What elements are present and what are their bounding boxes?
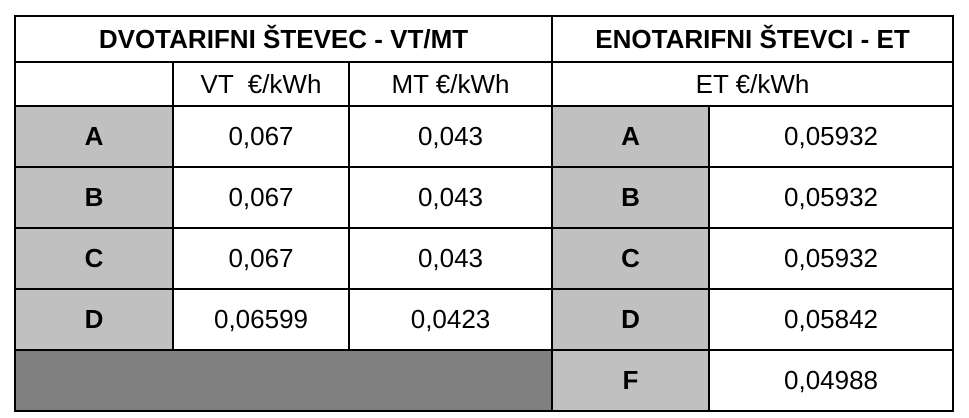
mt-price: 0,043 — [348, 166, 553, 229]
two-tariff-group-label: D — [14, 288, 174, 351]
table-row: D 0,06599 0,0423 D 0,05842 — [14, 288, 955, 351]
vt-price: 0,067 — [172, 105, 350, 168]
two-tariff-title: DVOTARIFNI ŠTEVEC - VT/MT — [14, 15, 553, 63]
et-column-header: ET €/kWh — [550, 61, 955, 107]
header-blank-cell — [14, 61, 174, 107]
header-row-units: VT €/kWh MT €/kWh ET €/kWh — [14, 61, 955, 107]
et-price: 0,04988 — [707, 349, 955, 412]
single-tariff-group-label: C — [551, 227, 710, 290]
two-tariff-group-label: C — [14, 227, 174, 290]
single-tariff-title: ENOTARIFNI ŠTEVCI - ET — [550, 15, 955, 63]
et-price: 0,05932 — [707, 105, 955, 168]
et-price: 0,05932 — [707, 227, 955, 290]
single-tariff-group-label: F — [551, 349, 710, 412]
mt-column-header: MT €/kWh — [348, 61, 553, 107]
table-row: B 0,067 0,043 B 0,05932 — [14, 166, 955, 229]
two-tariff-group-label: A — [14, 105, 174, 168]
table-row: C 0,067 0,043 C 0,05932 — [14, 227, 955, 290]
single-tariff-group-label: A — [551, 105, 710, 168]
single-tariff-group-label: D — [551, 288, 710, 351]
vt-column-header: VT €/kWh — [172, 61, 350, 107]
empty-filler-cell — [14, 349, 553, 412]
two-tariff-group-label: B — [14, 166, 174, 229]
et-price: 0,05932 — [707, 166, 955, 229]
et-price: 0,05842 — [707, 288, 955, 351]
single-tariff-group-label: B — [551, 166, 710, 229]
mt-price: 0,043 — [348, 105, 553, 168]
vt-price: 0,067 — [172, 166, 350, 229]
vt-price: 0,06599 — [172, 288, 350, 351]
header-row-titles: DVOTARIFNI ŠTEVEC - VT/MT ENOTARIFNI ŠTE… — [14, 15, 955, 63]
mt-price: 0,0423 — [348, 288, 553, 351]
tariff-table: DVOTARIFNI ŠTEVEC - VT/MT ENOTARIFNI ŠTE… — [14, 15, 955, 412]
mt-price: 0,043 — [348, 227, 553, 290]
table-row: A 0,067 0,043 A 0,05932 — [14, 105, 955, 168]
table-row: F 0,04988 — [14, 349, 955, 412]
vt-price: 0,067 — [172, 227, 350, 290]
